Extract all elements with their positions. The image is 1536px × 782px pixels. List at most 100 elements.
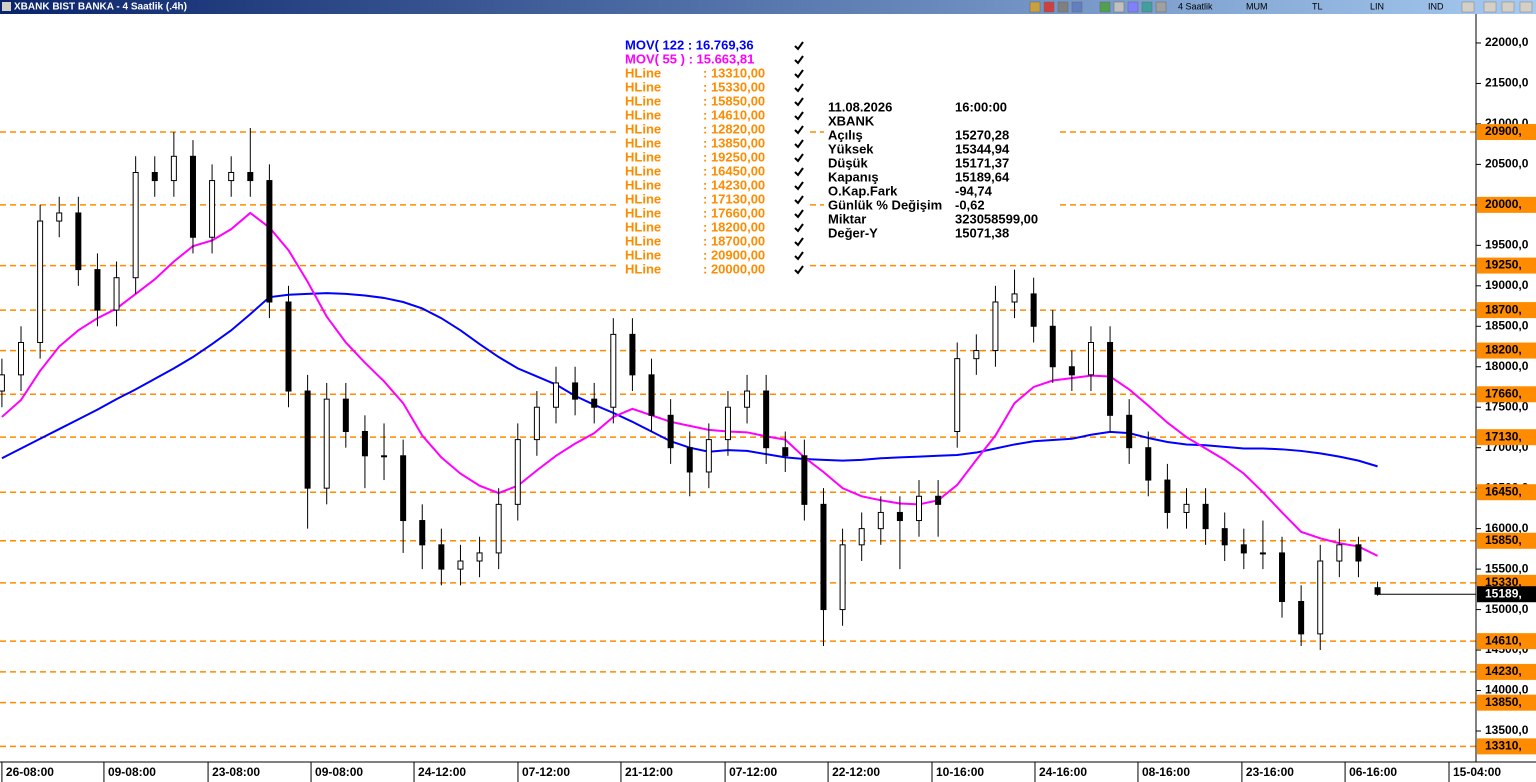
legend-hline-name: HLine [625, 121, 661, 136]
toolbar-item[interactable]: 4 Saatlik [1178, 1, 1213, 11]
window-button[interactable] [1461, 1, 1475, 13]
info-value: -94,74 [955, 183, 993, 198]
window-icon [2, 2, 11, 11]
legend-hline-value: : 20900,00 [703, 247, 765, 262]
toolbar-item[interactable]: IND [1428, 1, 1444, 11]
legend-hline-value: : 14610,00 [703, 107, 765, 122]
candle-body [0, 374, 5, 392]
hline-tag [1477, 532, 1536, 549]
candle-body [533, 406, 540, 441]
legend-check [794, 251, 804, 261]
candle-body [763, 390, 770, 449]
title-bar [0, 0, 1536, 14]
toolbar-item[interactable]: LIN [1370, 1, 1384, 11]
y-tick-label: 15500,0 [1485, 561, 1529, 575]
candle-body [705, 439, 712, 473]
info-label: Düşük [828, 155, 869, 170]
toolbar-item[interactable]: MUM [1246, 1, 1268, 11]
info-value: 15189,64 [955, 169, 1010, 184]
candle-body [839, 544, 846, 611]
candle-body [37, 220, 44, 343]
candle-body [1298, 600, 1305, 635]
candle-body [1126, 414, 1133, 449]
legend-hline-name: HLine [625, 107, 661, 122]
window-button[interactable] [1483, 1, 1497, 13]
legend-check [794, 153, 804, 163]
y-tick-label: 21500,0 [1485, 76, 1529, 90]
legend-hline-value: : 20000,00 [703, 261, 765, 276]
candle-body [667, 414, 674, 449]
legend-box [620, 37, 806, 279]
candle-body [94, 269, 101, 311]
hline-tag-label: 18200, [1485, 343, 1522, 357]
hline-tag-label: 17130, [1485, 429, 1522, 443]
legend-hline-value: : 18200,00 [703, 219, 765, 234]
candle-body [1183, 503, 1190, 513]
candle-body [132, 171, 139, 279]
hline-tag [1477, 124, 1536, 141]
candle-body [1317, 560, 1324, 635]
x-tick-label: 15-04:00 [1453, 765, 1501, 779]
y-tick-label: 17500,0 [1485, 399, 1529, 413]
toolbar-icon [1127, 1, 1139, 13]
info-value: 15344,94 [955, 141, 1010, 156]
candle-body [381, 455, 388, 458]
y-tick-label: 19000,0 [1485, 278, 1529, 292]
legend-check [794, 41, 804, 51]
toolbar-item[interactable]: TL [1312, 1, 1323, 11]
legend-hline-name: HLine [625, 177, 661, 192]
legend-hline-name: HLine [625, 191, 661, 206]
candle-body [151, 171, 158, 182]
hline-tag-label: 13850, [1485, 695, 1522, 709]
candle-body [992, 301, 999, 352]
info-label: O.Kap.Fark [828, 183, 898, 198]
legend-series: MOV( 55 ) : 15.663,81 [625, 51, 754, 66]
legend-check [794, 55, 804, 65]
candle-body [323, 398, 330, 489]
candle-body [782, 447, 789, 457]
candle-body [610, 333, 617, 408]
candle-body [552, 382, 559, 408]
x-tick-label: 21-12:00 [625, 765, 673, 779]
hline-tag-label: 18700, [1485, 302, 1522, 316]
toolbar-icon [1155, 1, 1167, 13]
hline-tag [1477, 694, 1536, 711]
info-box [824, 98, 1056, 246]
info-value: 323058599,00 [955, 211, 1038, 226]
hline-tag-label: 20000, [1485, 197, 1522, 211]
hline-tag [1477, 738, 1536, 755]
candle-body [1011, 293, 1018, 303]
moving-average [1, 211, 1379, 557]
candle-body [476, 552, 483, 562]
hline-tag [1477, 302, 1536, 319]
legend-check [794, 111, 804, 121]
candle-body [247, 171, 254, 182]
candle-body [1164, 479, 1171, 513]
hline-tag-label: 15850, [1485, 533, 1522, 547]
hline-tag [1477, 484, 1536, 501]
candle-body [1145, 447, 1152, 481]
window-button[interactable] [1501, 1, 1515, 13]
candle-body [56, 212, 63, 222]
hline-tag-label: 14230, [1485, 664, 1522, 678]
y-tick-label: 18000,0 [1485, 359, 1529, 373]
legend-hline-value: : 13310,00 [703, 65, 765, 80]
legend-hline-name: HLine [625, 219, 661, 234]
info-label: Günlük % Değişim [828, 197, 942, 212]
x-tick-label: 24-16:00 [1039, 765, 1087, 779]
window-button[interactable] [1519, 1, 1533, 13]
legend-hline-name: HLine [625, 233, 661, 248]
candle-body [285, 301, 292, 392]
legend-hline-value: : 19250,00 [703, 149, 765, 164]
legend-hline-name: HLine [625, 93, 661, 108]
legend-check [794, 237, 804, 247]
hline-tag-label: 17660, [1485, 386, 1522, 400]
candle-body [189, 155, 196, 238]
candle-body [495, 503, 502, 554]
toolbar-icon [1043, 1, 1055, 13]
info-label: Değer-Y [828, 225, 878, 240]
x-tick-label: 24-12:00 [418, 765, 466, 779]
y-tick-label: 22000,0 [1485, 35, 1529, 49]
legend-hline-value: : 14230,00 [703, 177, 765, 192]
